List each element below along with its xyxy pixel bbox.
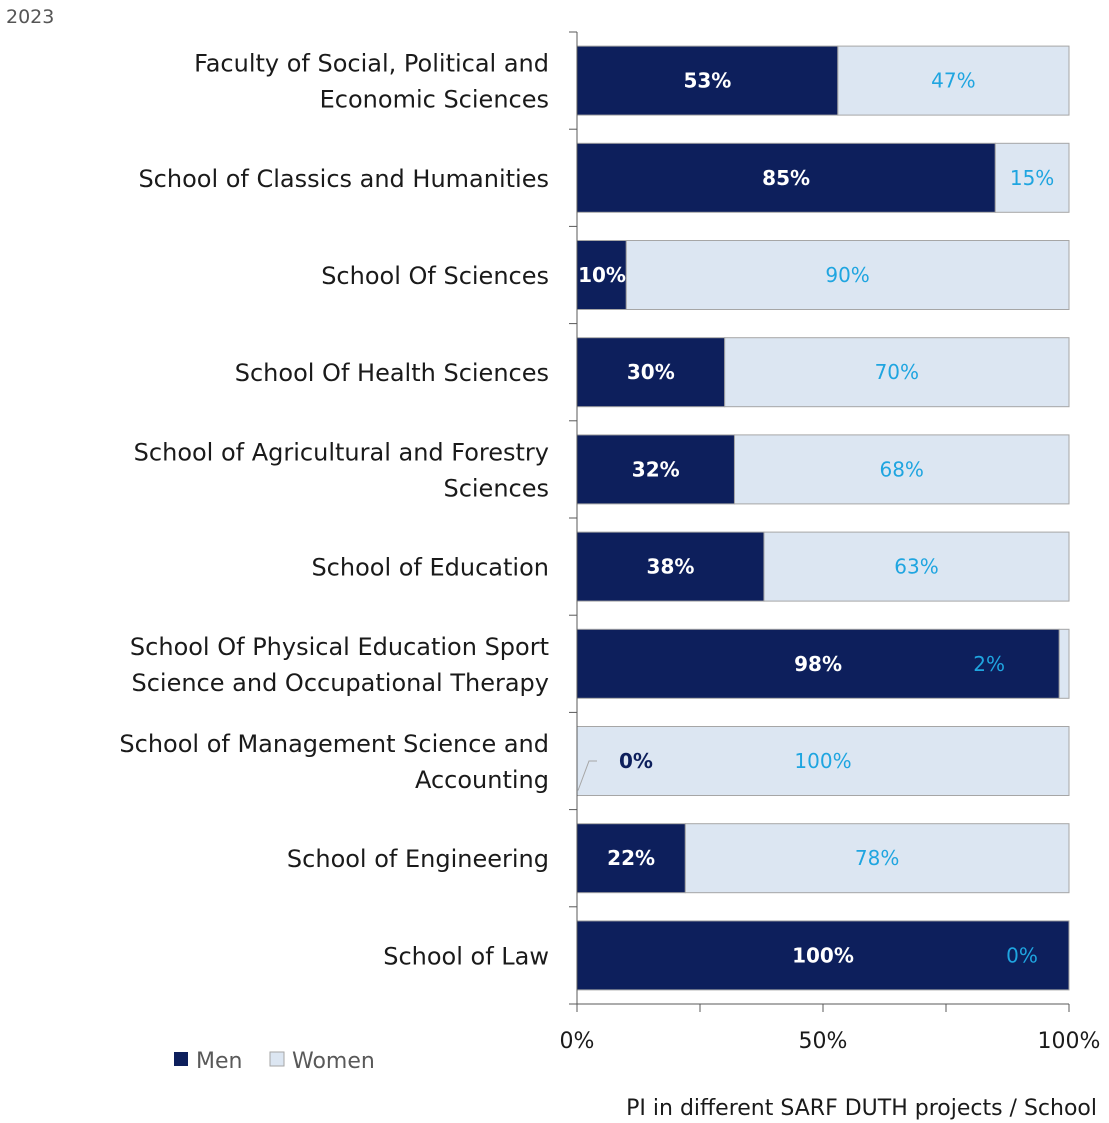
bar-men bbox=[576, 142, 996, 213]
zero-label-leader-line bbox=[577, 760, 597, 791]
legend-swatch-women bbox=[269, 1051, 285, 1067]
data-label-women: 78% bbox=[855, 846, 899, 870]
data-label-men: 10% bbox=[578, 263, 626, 287]
x-tick-label: 100% bbox=[1038, 1029, 1101, 1054]
x-tick-label: 50% bbox=[799, 1029, 848, 1054]
category-label: School of Agricultural and Forestry Scien… bbox=[134, 438, 549, 502]
bar-men bbox=[576, 337, 726, 408]
category-label: School of Education bbox=[311, 554, 549, 582]
legend-label-women: Women bbox=[292, 1049, 375, 1074]
data-label-men: 98% bbox=[794, 652, 842, 676]
x-axis-title: PI in different SARF DUTH projects / Sch… bbox=[626, 1096, 1097, 1121]
category-label: School of Engineering bbox=[287, 845, 549, 873]
data-label-women: 2% bbox=[973, 652, 1005, 676]
legend-label-men: Men bbox=[196, 1049, 242, 1074]
bar-women bbox=[1058, 628, 1070, 699]
bar-men bbox=[576, 920, 1070, 991]
x-tick-label: 0% bbox=[560, 1029, 595, 1054]
data-label-men: 22% bbox=[607, 846, 655, 870]
category-label: School Of Health Sciences bbox=[235, 359, 549, 387]
data-label-women: 68% bbox=[879, 457, 923, 481]
data-label-women: 47% bbox=[931, 69, 975, 93]
data-label-men: 85% bbox=[762, 166, 810, 190]
category-label: Faculty of Social, Political and Economic… bbox=[194, 50, 549, 114]
bar-men bbox=[576, 823, 686, 894]
data-label-women: 15% bbox=[1010, 166, 1054, 190]
bar-women bbox=[837, 45, 1070, 116]
category-label: School of Management Science and Accounti… bbox=[119, 730, 549, 794]
data-label-women: 0% bbox=[1006, 943, 1038, 967]
bar-men bbox=[576, 628, 1060, 699]
category-label: School Of Physical Education Sport Scienc… bbox=[130, 633, 549, 697]
data-label-women: 63% bbox=[894, 555, 938, 579]
chart-year-label: 2023 bbox=[6, 6, 55, 28]
bar-men bbox=[576, 240, 627, 310]
category-label: School of Classics and Humanities bbox=[138, 165, 549, 193]
bar-men bbox=[576, 45, 839, 116]
data-label-men: 38% bbox=[647, 555, 695, 579]
data-label-men: 53% bbox=[683, 69, 731, 93]
bar-women bbox=[763, 531, 1070, 602]
bar-men bbox=[576, 531, 765, 602]
bar-women bbox=[724, 337, 1070, 408]
data-label-men: 30% bbox=[627, 360, 675, 384]
data-label-women: 90% bbox=[825, 263, 869, 287]
data-label-women: 100% bbox=[794, 749, 851, 773]
data-label-men: 32% bbox=[632, 457, 680, 481]
bar-women bbox=[576, 726, 1070, 796]
bar-women bbox=[684, 823, 1070, 894]
legend-swatch-men bbox=[174, 1052, 188, 1066]
category-label: School of Law bbox=[383, 942, 549, 970]
data-label-men: 0% bbox=[619, 749, 653, 773]
bar-women bbox=[625, 240, 1070, 310]
bar-men bbox=[576, 434, 735, 505]
bar-women bbox=[733, 434, 1070, 505]
data-label-women: 70% bbox=[875, 360, 919, 384]
data-label-men: 100% bbox=[792, 943, 854, 967]
category-label: School Of Sciences bbox=[321, 262, 549, 290]
